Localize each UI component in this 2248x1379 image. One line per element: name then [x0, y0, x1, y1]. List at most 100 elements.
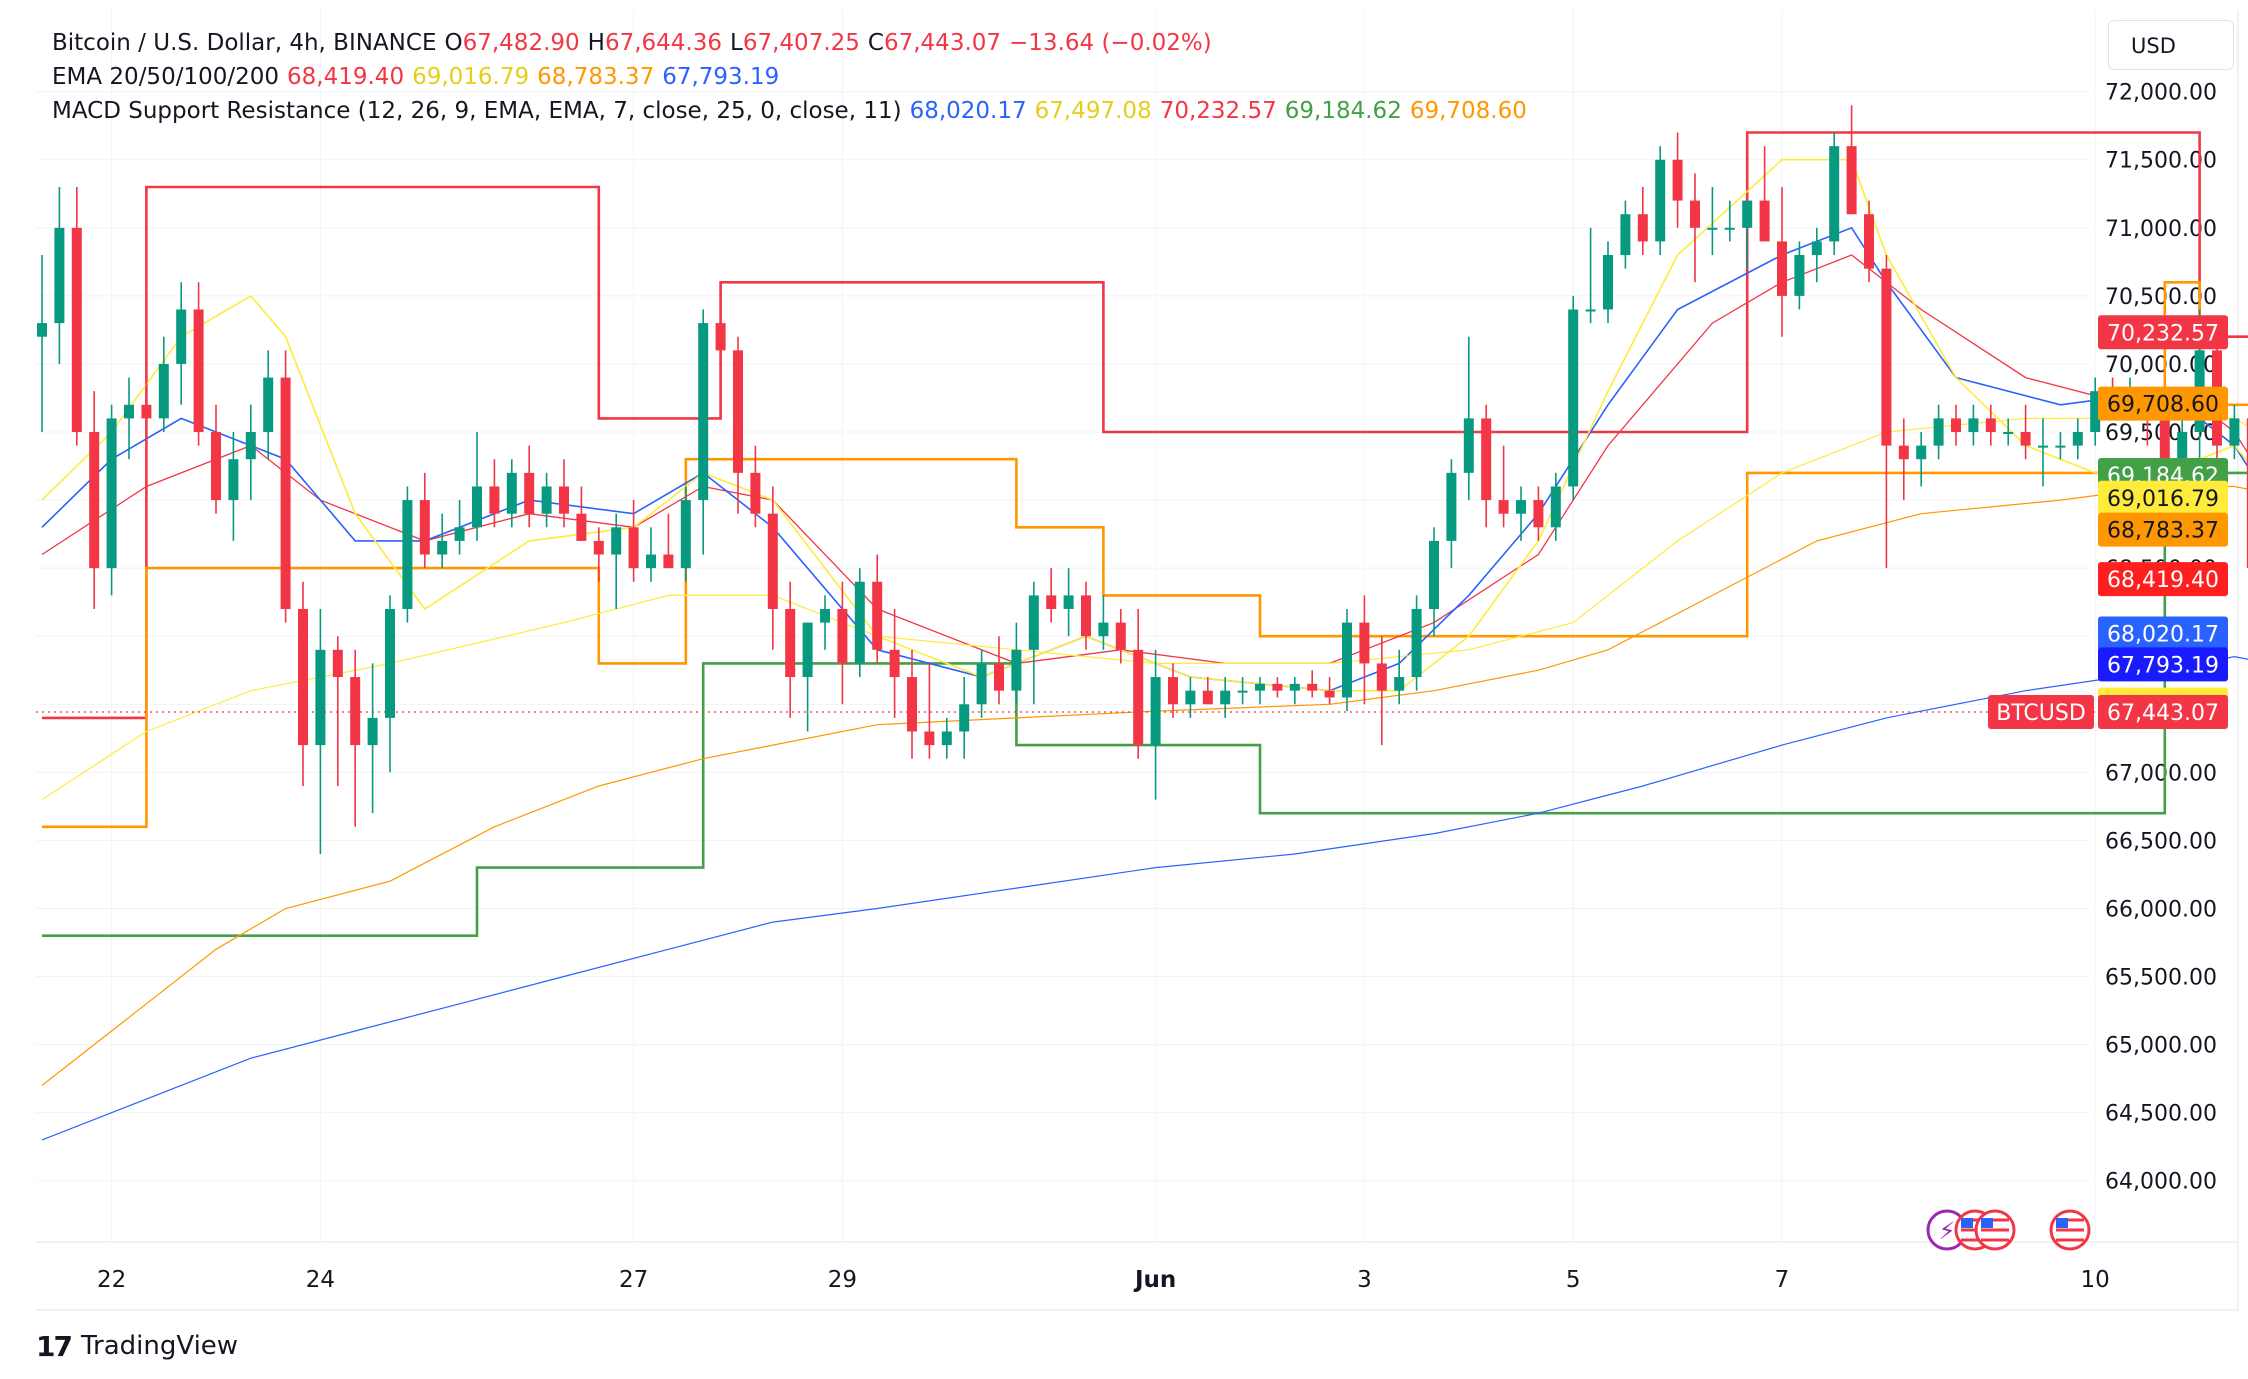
- candle[interactable]: [193, 309, 204, 433]
- candle[interactable]: [1255, 683, 1265, 691]
- candle[interactable]: [941, 731, 952, 746]
- candle[interactable]: [245, 432, 256, 460]
- candle[interactable]: [2246, 418, 2248, 569]
- candle[interactable]: [158, 363, 169, 419]
- candle[interactable]: [994, 663, 1004, 691]
- candle[interactable]: [924, 731, 935, 746]
- candle[interactable]: [1690, 200, 1700, 228]
- candle[interactable]: [1011, 649, 1022, 691]
- candle[interactable]: [472, 486, 482, 528]
- candle[interactable]: [315, 649, 326, 746]
- candle[interactable]: [1655, 159, 1666, 242]
- candle[interactable]: [1550, 486, 1561, 528]
- candle[interactable]: [1028, 595, 1039, 650]
- candle[interactable]: [332, 649, 343, 678]
- candle[interactable]: [2020, 432, 2031, 446]
- candle[interactable]: [211, 432, 221, 501]
- candle[interactable]: [1742, 200, 1753, 228]
- candle[interactable]: [593, 540, 604, 555]
- candle[interactable]: [1724, 227, 1735, 230]
- candle[interactable]: [802, 622, 813, 678]
- candle[interactable]: [437, 540, 448, 555]
- candle[interactable]: [576, 513, 587, 541]
- candle[interactable]: [1811, 241, 1822, 256]
- candle[interactable]: [402, 500, 413, 609]
- candle[interactable]: [489, 486, 500, 514]
- candle[interactable]: [176, 309, 187, 364]
- candle[interactable]: [1951, 418, 1961, 433]
- candle[interactable]: [1133, 649, 1144, 746]
- candle[interactable]: [350, 677, 361, 746]
- candle[interactable]: [2177, 432, 2188, 460]
- candle[interactable]: [767, 513, 778, 609]
- candle[interactable]: [1585, 309, 1596, 312]
- candle[interactable]: [37, 323, 47, 337]
- candle[interactable]: [1081, 595, 1091, 637]
- candle[interactable]: [1272, 683, 1283, 691]
- candle[interactable]: [1359, 622, 1370, 664]
- candle[interactable]: [506, 472, 517, 514]
- candle[interactable]: [1202, 690, 1213, 705]
- candle[interactable]: [1446, 472, 1457, 541]
- candle[interactable]: [1429, 540, 1439, 609]
- candle[interactable]: [1794, 255, 1805, 296]
- candle[interactable]: [1220, 690, 1231, 705]
- candle[interactable]: [1376, 663, 1387, 691]
- candle[interactable]: [280, 377, 291, 609]
- candle[interactable]: [298, 608, 308, 746]
- candle[interactable]: [2090, 391, 2101, 433]
- candle[interactable]: [2038, 445, 2048, 448]
- candle[interactable]: [1115, 622, 1126, 650]
- candle[interactable]: [628, 527, 639, 569]
- candle[interactable]: [1637, 214, 1648, 242]
- candle[interactable]: [419, 500, 430, 555]
- candle[interactable]: [1289, 683, 1300, 691]
- candle[interactable]: [1237, 690, 1248, 693]
- candle[interactable]: [559, 486, 569, 514]
- currency-button[interactable]: USD: [2108, 20, 2234, 70]
- candle[interactable]: [1516, 500, 1526, 514]
- candle[interactable]: [820, 608, 830, 623]
- ema-legend[interactable]: EMA 20/50/100/200 68,419.40 69,016.79 68,78…: [52, 60, 787, 94]
- candle[interactable]: [1150, 677, 1161, 746]
- candle[interactable]: [71, 227, 82, 433]
- candle[interactable]: [54, 227, 65, 324]
- candle[interactable]: [663, 554, 674, 569]
- candle[interactable]: [1568, 309, 1579, 487]
- candle[interactable]: [1342, 622, 1352, 698]
- candle[interactable]: [1985, 418, 1996, 433]
- candle[interactable]: [837, 608, 848, 664]
- candle[interactable]: [1968, 418, 1979, 433]
- candle[interactable]: [1063, 595, 1074, 609]
- candle[interactable]: [959, 704, 970, 732]
- candle[interactable]: [1533, 500, 1544, 528]
- candle[interactable]: [454, 527, 465, 541]
- candle[interactable]: [524, 472, 535, 514]
- candle[interactable]: [680, 500, 691, 569]
- candle[interactable]: [872, 581, 883, 650]
- candle[interactable]: [1481, 418, 1492, 501]
- candle[interactable]: [1672, 159, 1683, 201]
- macd-legend[interactable]: MACD Support Resistance (12, 26, 9, EMA,…: [52, 94, 1535, 128]
- candle[interactable]: [2229, 418, 2240, 446]
- candle[interactable]: [228, 459, 239, 501]
- candle[interactable]: [1881, 268, 1892, 446]
- candle[interactable]: [2159, 418, 2170, 460]
- candle[interactable]: [1463, 418, 1474, 473]
- candle[interactable]: [385, 608, 395, 718]
- candle[interactable]: [1829, 146, 1840, 242]
- candle[interactable]: [89, 432, 100, 569]
- candle[interactable]: [1898, 445, 1909, 460]
- candle[interactable]: [1324, 690, 1335, 698]
- candle[interactable]: [1185, 690, 1196, 705]
- candle[interactable]: [1707, 227, 1718, 230]
- candle[interactable]: [1916, 445, 1927, 460]
- candle[interactable]: [541, 486, 552, 514]
- candle[interactable]: [750, 472, 761, 514]
- candle[interactable]: [141, 404, 152, 419]
- candle[interactable]: [1603, 255, 1613, 310]
- candle[interactable]: [1777, 241, 1787, 296]
- candle[interactable]: [733, 350, 743, 473]
- candle[interactable]: [2003, 432, 2014, 435]
